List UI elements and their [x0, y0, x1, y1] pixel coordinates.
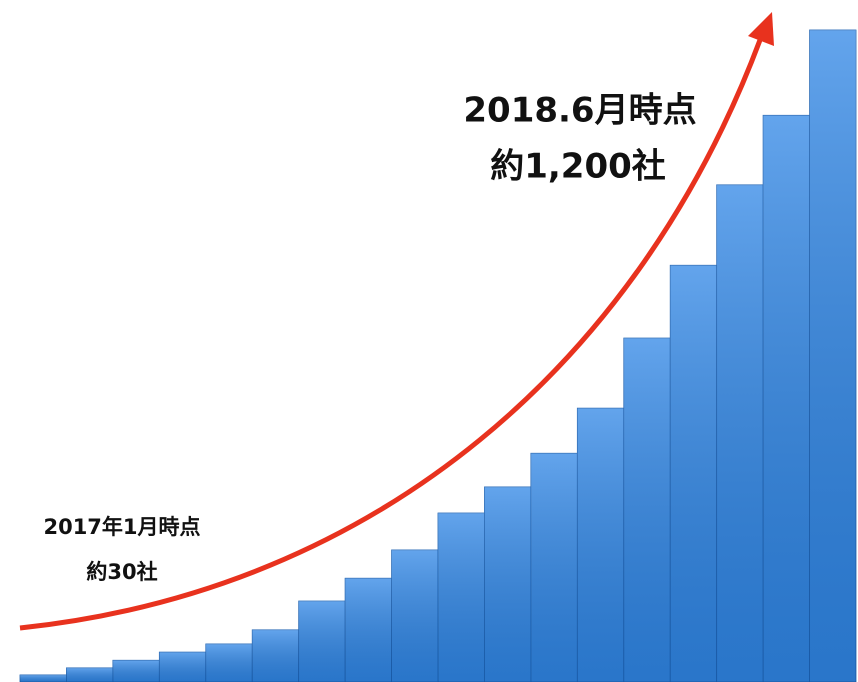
bar-shade — [66, 667, 113, 682]
annotation: 約30社 — [86, 560, 157, 584]
bar-shade — [577, 408, 624, 682]
bar-shade — [159, 652, 206, 682]
bar-shade — [484, 486, 531, 682]
annotation: 2018.6月時点 — [463, 91, 696, 131]
bar-shade — [670, 265, 717, 682]
bar-shade — [252, 629, 299, 682]
bar-shade — [809, 30, 856, 682]
bar-shade — [716, 184, 764, 682]
bar-shade — [345, 578, 392, 682]
annotation: 約1,200社 — [490, 147, 666, 187]
bars — [19, 29, 857, 682]
bar-shade — [298, 601, 346, 682]
bar-shade — [112, 660, 160, 682]
bar-shade — [763, 115, 810, 682]
annotation: 2017年1月時点 — [43, 515, 200, 539]
bar-shade — [438, 513, 485, 682]
bar-shade — [391, 549, 438, 682]
bar-shade — [20, 674, 67, 682]
bar-shade — [205, 643, 253, 682]
growth-arrow — [19, 39, 763, 631]
arrow-head — [748, 12, 774, 46]
bar-shade — [530, 453, 578, 682]
bar-shade — [623, 338, 671, 682]
